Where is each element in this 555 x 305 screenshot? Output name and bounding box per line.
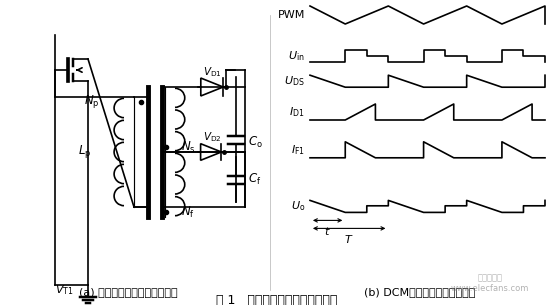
Text: $V_\mathrm{D1}$: $V_\mathrm{D1}$: [203, 65, 221, 79]
Text: $U_{\mathrm{in}}$: $U_{\mathrm{in}}$: [289, 49, 305, 63]
Text: $t$: $t$: [324, 225, 331, 237]
Text: $C_\mathrm{o}$: $C_\mathrm{o}$: [248, 135, 263, 149]
Text: (a) 反激式变压器的工作原理图: (a) 反激式变压器的工作原理图: [79, 287, 177, 297]
Text: $V_\mathrm{D2}$: $V_\mathrm{D2}$: [203, 130, 221, 144]
Text: $I_{\mathrm{D1}}$: $I_{\mathrm{D1}}$: [290, 105, 305, 119]
Text: $N_\mathrm{f}$: $N_\mathrm{f}$: [181, 204, 195, 220]
Text: $I_{\mathrm{F1}}$: $I_{\mathrm{F1}}$: [291, 143, 305, 157]
Text: 电子发烧友
www.elecfans.com: 电子发烧友 www.elecfans.com: [451, 274, 529, 293]
Text: $L_\mathrm{p}$: $L_\mathrm{p}$: [78, 143, 92, 160]
Text: $T$: $T$: [345, 233, 354, 246]
Text: $U_{\mathrm{DS}}$: $U_{\mathrm{DS}}$: [284, 74, 305, 88]
Text: $C_\mathrm{f}$: $C_\mathrm{f}$: [248, 172, 261, 187]
Polygon shape: [201, 78, 223, 96]
Text: PWM: PWM: [278, 10, 305, 20]
Text: $V_\mathrm{T1}$: $V_\mathrm{T1}$: [55, 283, 74, 297]
Text: 图 1   反激式变压器的工作原理图: 图 1 反激式变压器的工作原理图: [216, 294, 337, 305]
Text: $N_\mathrm{p}$: $N_\mathrm{p}$: [84, 94, 100, 110]
Polygon shape: [200, 144, 221, 160]
Text: $U_\mathrm{o}$: $U_\mathrm{o}$: [291, 199, 305, 213]
Text: $N_\mathrm{s}$: $N_\mathrm{s}$: [181, 139, 196, 155]
Text: (b) DCM模式下电压、电流波形: (b) DCM模式下电压、电流波形: [364, 287, 476, 297]
